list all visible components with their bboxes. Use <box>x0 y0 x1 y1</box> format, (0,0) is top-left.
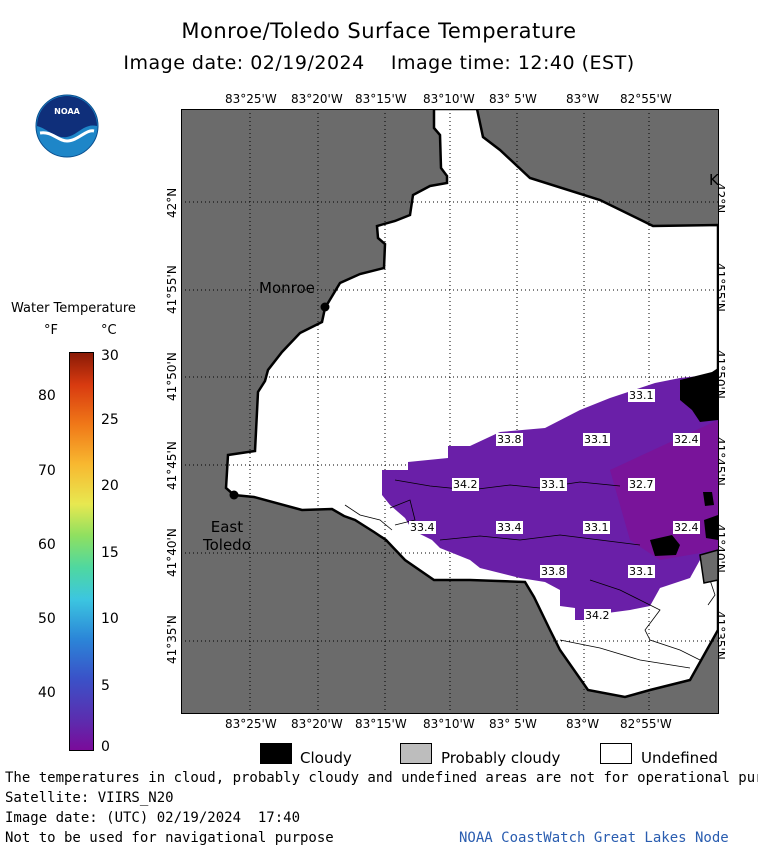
f-tick: 60 <box>38 537 56 553</box>
lon-label: 83° 5'W <box>489 717 537 731</box>
colorbar-title: Water Temperature <box>11 301 136 316</box>
f-tick: 70 <box>38 463 56 479</box>
image-time: Image time: 12:40 (EST) <box>390 52 635 74</box>
temp-label: 33.1 <box>583 433 610 446</box>
lon-label: 83°25'W <box>225 717 277 731</box>
island <box>699 549 719 584</box>
lat-label: 41°35'N <box>165 615 179 664</box>
lon-label: 83° 5'W <box>489 92 537 106</box>
city-monroe: Monroe <box>259 279 315 297</box>
lat-label: 41°40'N <box>165 528 179 577</box>
lon-label: 83°10'W <box>423 92 475 106</box>
lon-label: 83°W <box>566 717 600 731</box>
temp-label: 33.1 <box>583 521 610 534</box>
lon-label: 83°W <box>566 92 600 106</box>
f-tick: 50 <box>38 611 56 627</box>
svg-text:NOAA: NOAA <box>54 107 80 116</box>
map-frame <box>181 109 719 714</box>
disclaimer-text: The temperatures in cloud, probably clou… <box>5 770 758 786</box>
temp-label: 32.4 <box>673 521 700 534</box>
cloud-patches <box>650 368 718 556</box>
legend-probably-cloudy-label: Probably cloudy <box>441 749 561 767</box>
temp-label: 33.1 <box>628 389 655 402</box>
c-tick: 30 <box>101 348 119 364</box>
unit-f: °F <box>44 323 58 338</box>
temp-label: 34.2 <box>452 478 479 491</box>
legend-undefined-label: Undefined <box>641 749 718 767</box>
image-date: Image date: 02/19/2024 <box>123 52 365 74</box>
temp-label: 33.8 <box>496 433 523 446</box>
lon-label: 82°55'W <box>620 92 672 106</box>
utc-date-text: Image date: (UTC) 02/19/2024 17:40 <box>5 810 301 826</box>
c-tick: 25 <box>101 412 119 428</box>
c-tick: 15 <box>101 545 119 561</box>
lon-label: 83°15'W <box>355 717 407 731</box>
contour-lines <box>344 479 716 669</box>
f-tick: 80 <box>38 388 56 404</box>
temperature-swath <box>382 374 718 620</box>
image-datetime: Image date: 02/19/2024 Image time: 12:40… <box>0 52 758 74</box>
colorbar <box>69 352 94 751</box>
temp-label: 33.4 <box>409 521 436 534</box>
temp-label: 32.7 <box>628 478 655 491</box>
lat-label: 41°45'N <box>165 441 179 490</box>
lat-label: 41°50'N <box>165 352 179 401</box>
temp-label: 33.1 <box>628 565 655 578</box>
credit-text: NOAA CoastWatch Great Lakes Node <box>459 830 729 846</box>
nav-warning-text: Not to be used for navigational purpose <box>5 830 334 846</box>
lon-label: 83°25'W <box>225 92 277 106</box>
f-tick: 40 <box>38 685 56 701</box>
lon-label: 83°20'W <box>291 92 343 106</box>
legend-cloudy-swatch <box>260 743 292 764</box>
edge-letter: K <box>709 171 719 189</box>
legend-probably-cloudy-swatch <box>400 743 432 764</box>
lon-label: 83°15'W <box>355 92 407 106</box>
east-toledo-marker <box>229 490 239 500</box>
lon-label: 83°20'W <box>291 717 343 731</box>
temperature-map <box>181 109 719 714</box>
lat-label: 41°55'N <box>165 265 179 314</box>
unit-c: °C <box>101 323 117 338</box>
lon-label: 82°55'W <box>620 717 672 731</box>
lon-label: 83°10'W <box>423 717 475 731</box>
city-east-toledo: East Toledo <box>203 518 251 554</box>
noaa-logo: NOAA <box>35 94 99 158</box>
temp-label: 33.1 <box>540 478 567 491</box>
temp-label: 32.4 <box>673 433 700 446</box>
monroe-marker <box>320 302 330 312</box>
legend-cloudy-label: Cloudy <box>300 749 352 767</box>
temp-label: 33.4 <box>496 521 523 534</box>
temp-label: 33.8 <box>540 565 567 578</box>
satellite-text: Satellite: VIIRS_N20 <box>5 790 174 806</box>
c-tick: 20 <box>101 478 119 494</box>
temp-label: 34.2 <box>584 609 611 622</box>
c-tick: 10 <box>101 611 119 627</box>
c-tick: 5 <box>101 678 110 694</box>
legend-undefined-swatch <box>600 743 632 764</box>
c-tick: 0 <box>101 739 110 755</box>
map-title: Monroe/Toledo Surface Temperature <box>181 19 577 43</box>
lat-label: 42°N <box>165 187 179 218</box>
